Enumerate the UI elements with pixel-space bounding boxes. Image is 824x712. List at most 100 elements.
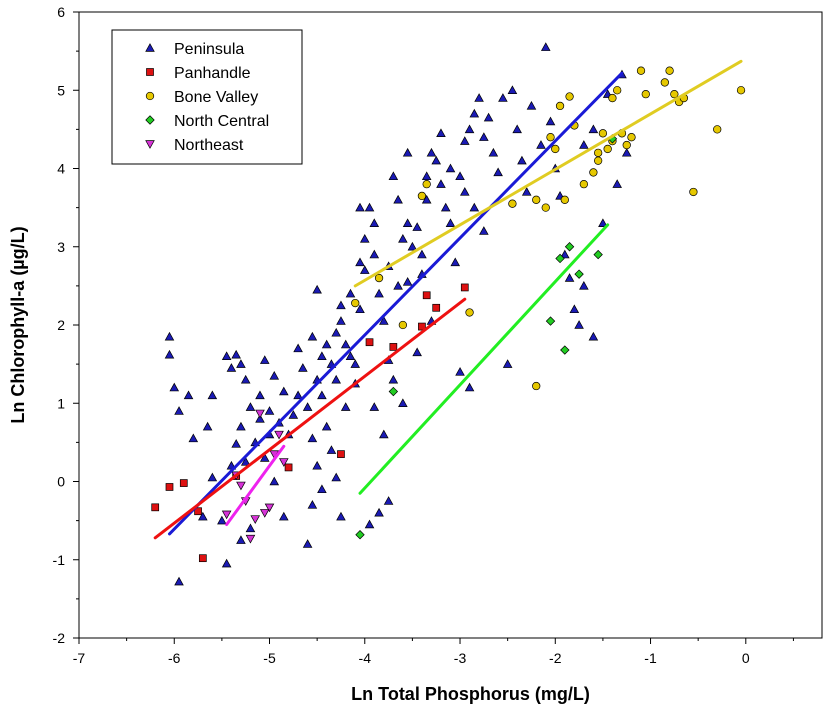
data-point	[359, 234, 370, 243]
data-point	[546, 133, 555, 142]
data-point	[388, 171, 399, 181]
data-point	[507, 85, 518, 94]
data-point	[555, 101, 565, 111]
legend-marker	[145, 91, 155, 101]
data-point	[174, 576, 184, 586]
data-point	[579, 140, 589, 149]
data-point	[279, 458, 289, 467]
legend-marker	[146, 68, 154, 76]
data-point	[612, 179, 622, 188]
data-point	[245, 523, 256, 533]
x-tick-label: -3	[454, 650, 467, 666]
legend-label: Northeast	[174, 137, 244, 154]
data-point	[479, 132, 489, 141]
data-point	[269, 476, 280, 486]
data-point	[207, 390, 218, 400]
data-point	[445, 163, 456, 173]
data-point	[179, 479, 188, 487]
data-point	[274, 430, 284, 440]
data-point	[231, 439, 241, 448]
data-point	[321, 421, 332, 431]
data-point	[517, 155, 527, 165]
data-point	[259, 453, 270, 462]
data-point	[255, 409, 265, 419]
data-point	[469, 202, 480, 212]
y-tick-label: 2	[57, 317, 65, 333]
data-point	[183, 390, 194, 400]
data-point	[245, 402, 256, 411]
data-point	[164, 331, 175, 341]
fit-line-northeast	[225, 444, 286, 527]
data-point	[351, 298, 360, 308]
series-north-central	[355, 134, 618, 540]
data-point	[307, 433, 318, 443]
data-point	[402, 147, 413, 157]
fit-line-panhandle	[153, 297, 467, 540]
data-point	[236, 481, 246, 491]
data-point	[255, 413, 265, 423]
data-point	[298, 363, 308, 372]
data-point	[493, 167, 503, 177]
y-tick-label: -1	[53, 552, 66, 568]
x-tick-label: -1	[644, 650, 657, 666]
data-point	[355, 304, 365, 314]
data-point	[317, 351, 327, 361]
data-point	[565, 92, 574, 101]
data-point	[202, 421, 213, 431]
data-point	[326, 445, 337, 454]
data-point	[350, 359, 361, 368]
data-point	[574, 320, 584, 329]
data-point	[393, 280, 403, 290]
y-tick-label: 3	[57, 239, 65, 255]
data-point	[455, 171, 465, 181]
fit-line-peninsula	[167, 71, 624, 536]
data-point	[188, 433, 199, 443]
data-point	[588, 124, 599, 134]
data-point	[555, 253, 565, 264]
data-point	[532, 381, 541, 391]
legend-marker	[145, 115, 155, 125]
data-point	[551, 144, 560, 154]
data-point	[627, 133, 636, 142]
data-point	[736, 86, 746, 95]
x-tick-label: -5	[263, 650, 276, 666]
data-point	[488, 147, 499, 157]
data-point	[331, 374, 341, 384]
data-point	[670, 90, 679, 99]
data-point	[579, 280, 589, 290]
axes: -7 -6 -5 -4 -3 -2 -1 0 -2 -1 0 1 2 3 4 5 6	[53, 4, 794, 666]
data-point	[364, 202, 375, 212]
data-point	[337, 450, 345, 458]
data-point	[369, 218, 380, 227]
data-point	[164, 349, 175, 359]
data-point	[545, 316, 556, 326]
legend-label: Peninsula	[174, 41, 244, 58]
data-point	[689, 187, 698, 197]
data-point	[474, 93, 484, 102]
data-point	[469, 108, 480, 118]
data-point	[355, 530, 365, 540]
data-point	[418, 322, 426, 331]
data-point	[532, 195, 541, 204]
data-point	[636, 66, 646, 75]
data-point	[564, 273, 575, 282]
data-point	[151, 503, 160, 512]
data-point	[459, 187, 470, 196]
data-point	[417, 191, 427, 201]
legend-label: North Central	[174, 113, 269, 130]
data-point	[221, 510, 232, 520]
data-point	[621, 147, 632, 157]
data-point	[317, 390, 327, 400]
data-point	[560, 249, 570, 259]
data-point	[465, 308, 474, 317]
data-point	[259, 509, 270, 518]
data-point	[236, 421, 246, 431]
data-point	[431, 155, 442, 165]
data-point	[512, 124, 522, 134]
data-point	[388, 374, 399, 384]
data-point	[194, 507, 202, 516]
x-tick-label: -7	[73, 650, 86, 666]
data-point	[355, 257, 365, 267]
data-point	[593, 156, 603, 165]
